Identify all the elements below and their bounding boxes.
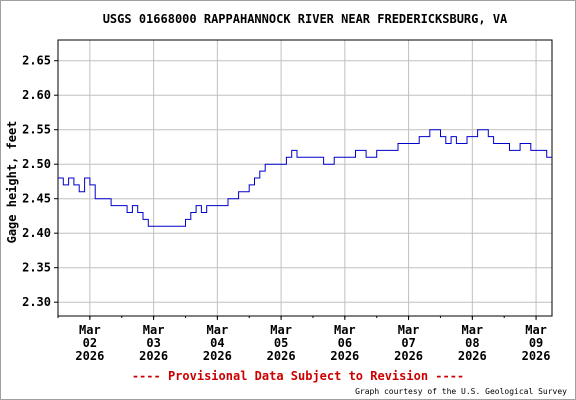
x-tick-label-year: 2026 <box>139 349 168 363</box>
x-tick-label-month: Mar <box>143 323 165 337</box>
series-layer <box>58 129 552 227</box>
x-tick-label-month: Mar <box>398 323 420 337</box>
x-tick-label-year: 2026 <box>522 349 551 363</box>
x-axis-ticks: Mar022026Mar032026Mar042026Mar052026Mar0… <box>57 316 551 363</box>
provisional-notice: ---- Provisional Data Subject to Revisio… <box>132 369 464 383</box>
x-tick-label-month: Mar <box>207 323 229 337</box>
x-tick-label-year: 2026 <box>75 349 104 363</box>
y-axis-label: Gage height, feet <box>5 121 19 244</box>
x-tick-label-month: Mar <box>79 323 101 337</box>
x-tick-label-month: Mar <box>461 323 483 337</box>
y-tick-label: 2.45 <box>22 192 51 206</box>
x-tick-label-day: 03 <box>146 336 160 350</box>
x-tick-label-day: 04 <box>210 336 224 350</box>
y-tick-label: 2.65 <box>22 54 51 68</box>
x-tick-label-year: 2026 <box>267 349 296 363</box>
x-tick-label-day: 05 <box>274 336 288 350</box>
x-tick-label-day: 06 <box>338 336 352 350</box>
y-tick-label: 2.55 <box>22 123 51 137</box>
y-axis-ticks: 2.30 2.35 2.40 2.45 2.50 2.55 2.60 2.65 <box>22 54 58 309</box>
x-tick-label-year: 2026 <box>394 349 423 363</box>
x-tick-label-day: 02 <box>83 336 97 350</box>
y-tick-label: 2.30 <box>22 295 51 309</box>
x-tick-label-month: Mar <box>334 323 356 337</box>
x-tick-label-year: 2026 <box>458 349 487 363</box>
x-tick-label-year: 2026 <box>203 349 232 363</box>
x-tick-label-year: 2026 <box>330 349 359 363</box>
x-tick-label-day: 08 <box>465 336 479 350</box>
usgs-credit: Graph courtesy of the U.S. Geological Su… <box>355 387 567 396</box>
x-tick-label-day: 07 <box>401 336 415 350</box>
plot-area-border <box>57 39 553 317</box>
x-tick-label-month: Mar <box>270 323 292 337</box>
grid-lines <box>58 40 552 316</box>
y-tick-label: 2.35 <box>22 261 51 275</box>
x-tick-label-month: Mar <box>525 323 547 337</box>
y-tick-label: 2.50 <box>22 157 51 171</box>
x-tick-label-day: 09 <box>529 336 543 350</box>
y-tick-label: 2.60 <box>22 88 51 102</box>
gage-height-series-line <box>58 129 552 227</box>
y-tick-label: 2.40 <box>22 226 51 240</box>
chart-title: USGS 01668000 RAPPAHANNOCK RIVER NEAR FR… <box>103 12 508 26</box>
